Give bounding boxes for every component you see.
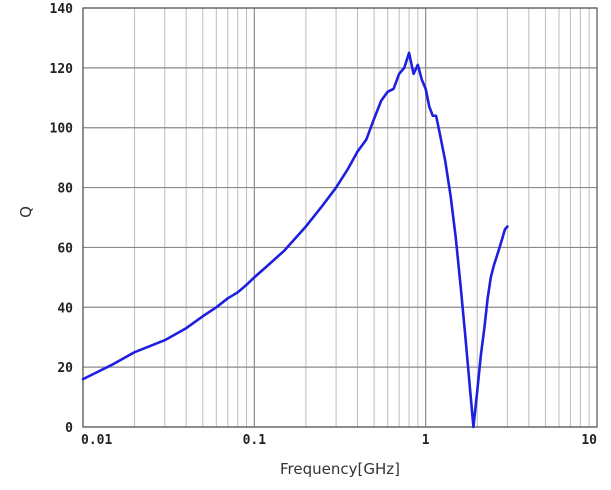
- data-point: [435, 114, 437, 117]
- data-point: [431, 114, 434, 117]
- data-point: [283, 249, 286, 252]
- y-axis-title: Q: [17, 206, 35, 218]
- data-point: [236, 291, 239, 294]
- data-point: [464, 333, 467, 336]
- x-tick-label: 0.1: [243, 433, 267, 448]
- data-point: [503, 228, 506, 231]
- y-tick-label: 80: [57, 182, 73, 197]
- data-point: [416, 63, 419, 66]
- data-point: [449, 195, 452, 198]
- data-point: [112, 363, 115, 366]
- y-tick-label: 120: [50, 62, 74, 77]
- x-tick-labels: 0.01 0.1 1 10: [81, 433, 597, 448]
- data-point: [215, 306, 218, 309]
- data-point: [438, 129, 441, 132]
- data-point: [226, 297, 229, 300]
- data-point: [486, 297, 489, 300]
- data-point: [476, 390, 479, 392]
- plot-frame: [82, 7, 598, 428]
- y-tick-label: 60: [57, 241, 73, 256]
- data-point: [479, 354, 482, 357]
- data-point: [489, 276, 492, 279]
- data-point: [133, 351, 136, 354]
- data-point: [245, 283, 248, 286]
- data-point: [356, 150, 359, 153]
- data-point: [373, 117, 375, 120]
- data-point: [424, 87, 427, 90]
- data-point: [380, 99, 383, 102]
- series-line: [81, 51, 509, 429]
- data-point: [468, 381, 471, 384]
- data-point: [506, 225, 509, 228]
- data-point: [305, 225, 307, 228]
- data-point: [472, 426, 475, 428]
- data-point: [253, 276, 256, 279]
- data-point: [386, 90, 389, 93]
- data-point: [501, 237, 504, 240]
- data-point: [420, 78, 423, 81]
- series-0: [81, 51, 509, 429]
- data-point: [398, 72, 401, 75]
- data-point: [321, 204, 324, 207]
- y-tick-labels: 0 20 40 60 80 100 120 140: [50, 2, 74, 436]
- data-point: [335, 186, 337, 189]
- data-point: [365, 138, 368, 141]
- data-point: [408, 51, 410, 54]
- data-point: [266, 264, 269, 267]
- x-axis-title: Frequency[GHz]: [280, 460, 400, 478]
- y-tick-label: 40: [57, 301, 73, 316]
- series-layer: [81, 51, 509, 429]
- grid: [82, 7, 597, 428]
- data-point: [498, 246, 501, 249]
- data-point: [495, 255, 498, 258]
- data-point: [412, 72, 415, 75]
- data-point: [492, 264, 495, 267]
- data-point: [459, 285, 462, 288]
- data-point: [483, 327, 486, 330]
- x-tick-label: 1: [422, 433, 430, 448]
- data-point: [163, 339, 166, 342]
- x-tick-label: 10: [581, 433, 597, 448]
- data-point: [444, 159, 447, 162]
- x-tick-label: 0.01: [81, 433, 112, 448]
- data-point: [403, 66, 406, 69]
- data-point: [185, 327, 188, 330]
- y-tick-label: 20: [57, 361, 73, 376]
- y-tick-label: 100: [50, 122, 74, 137]
- data-point: [392, 87, 395, 90]
- y-tick-label: 0: [65, 421, 73, 436]
- data-point: [428, 105, 431, 108]
- data-point: [201, 315, 204, 318]
- data-point: [82, 378, 84, 381]
- y-tick-label: 140: [50, 2, 74, 17]
- data-point: [346, 168, 349, 171]
- data-point: [454, 237, 457, 240]
